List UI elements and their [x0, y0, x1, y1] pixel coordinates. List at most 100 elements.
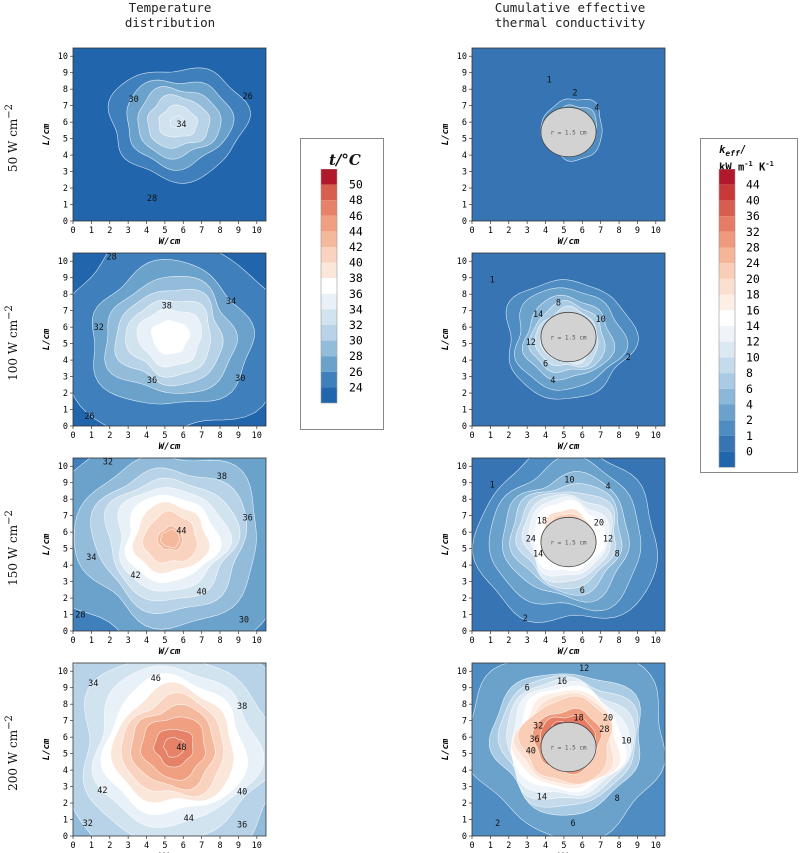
- colorbar-tick-label: 20: [746, 272, 760, 286]
- x-tick-label: 5: [561, 226, 566, 236]
- plot-frame: [471, 252, 666, 427]
- x-tick-label: 7: [598, 431, 603, 441]
- y-tick-label: 3: [462, 373, 467, 383]
- x-tick-label: 3: [126, 226, 131, 236]
- colorbar-swatch: [719, 326, 735, 342]
- y-tick-label: 9: [462, 479, 467, 489]
- colorbar-swatch: [321, 309, 337, 325]
- x-tick-label: 2: [506, 636, 511, 646]
- contour-label: 2: [523, 614, 528, 624]
- contour-label: 12: [603, 535, 613, 545]
- x-tick-label: 2: [107, 636, 112, 646]
- colorbar-swatch: [719, 404, 735, 421]
- hole-radius-label: r = 1.5 cm: [550, 335, 587, 342]
- x-axis-label: W/cm: [558, 237, 580, 247]
- y-tick-label: 3: [63, 783, 68, 793]
- x-tick-label: 1: [488, 226, 493, 236]
- y-tick-label: 9: [462, 69, 467, 79]
- contour-label: 32: [533, 722, 543, 732]
- x-tick-label: 10: [252, 841, 262, 851]
- y-tick-label: 5: [63, 340, 68, 350]
- plot-frame: [72, 662, 267, 837]
- y-tick-label: 3: [462, 578, 467, 588]
- contour-label: 18: [537, 517, 547, 527]
- contour-label: 2: [626, 353, 631, 363]
- x-axis-label: W/cm: [558, 442, 580, 452]
- colorbar-swatch: [321, 340, 337, 357]
- contour-label: 36: [147, 376, 157, 386]
- y-tick-label: 9: [63, 274, 68, 284]
- x-tick-label: 10: [651, 431, 661, 441]
- x-tick-label: 0: [469, 636, 474, 646]
- contour-label: 6: [543, 359, 548, 369]
- y-tick-label: 4: [63, 561, 68, 571]
- y-tick-label: 0: [63, 422, 68, 432]
- heat-source-hole: [540, 516, 597, 568]
- y-tick-label: 0: [462, 422, 467, 432]
- temperature-heatmap-panel: 012345678910012345678910W/cmL/cm46343848…: [42, 662, 267, 853]
- y-axis-label: L/cm: [42, 328, 52, 350]
- contour-label: 36: [242, 513, 252, 523]
- y-tick-label: 5: [63, 750, 68, 760]
- y-tick-label: 9: [63, 684, 68, 694]
- x-axis-label: W/cm: [558, 647, 580, 657]
- colorbar-swatch: [321, 293, 337, 310]
- contour-label: 28: [599, 725, 609, 735]
- colorbar-tick-label: 46: [349, 209, 363, 223]
- y-tick-label: 0: [63, 832, 68, 842]
- x-tick-label: 1: [89, 226, 94, 236]
- contour-label: 1: [490, 275, 495, 285]
- colorbar-frame: [718, 169, 736, 468]
- x-tick-label: 7: [199, 636, 204, 646]
- x-tick-label: 4: [144, 636, 149, 646]
- y-tick-label: 7: [462, 512, 467, 522]
- y-tick-label: 10: [58, 257, 68, 267]
- colorbar-swatch: [719, 216, 735, 232]
- contour-label: 46: [151, 674, 161, 684]
- contour-label: 6: [525, 684, 530, 694]
- heat-source-hole: [540, 721, 597, 773]
- y-tick-label: 9: [63, 479, 68, 489]
- y-tick-label: 6: [462, 118, 467, 128]
- x-tick-label: 3: [525, 226, 530, 236]
- contour-label: 14: [537, 792, 547, 802]
- contour-label: 10: [596, 315, 606, 325]
- colorbar-swatch: [719, 357, 735, 374]
- y-tick-label: 8: [63, 495, 68, 505]
- contour-label: 6: [580, 586, 585, 596]
- x-tick-label: 2: [506, 431, 511, 441]
- x-tick-label: 1: [488, 841, 493, 851]
- x-tick-label: 2: [107, 841, 112, 851]
- y-tick-label: 5: [462, 750, 467, 760]
- y-tick-label: 0: [462, 627, 467, 637]
- y-tick-label: 1: [63, 201, 68, 211]
- y-tick-label: 3: [462, 783, 467, 793]
- contour-label: 36: [529, 735, 539, 745]
- contour-label: 28: [106, 252, 116, 262]
- contour-label: 8: [556, 298, 561, 308]
- y-axis-label: L/cm: [441, 123, 451, 145]
- y-tick-label: 9: [462, 684, 467, 694]
- y-tick-label: 4: [462, 151, 467, 161]
- y-tick-label: 0: [462, 832, 467, 842]
- hole-radius-label: r = 1.5 cm: [550, 745, 587, 752]
- y-tick-label: 8: [63, 85, 68, 95]
- colorbar-tick-label: 0: [746, 445, 753, 459]
- y-axis-label: L/cm: [441, 738, 451, 760]
- colorbar-tick-label: 44: [746, 178, 760, 192]
- y-tick-label: 4: [63, 151, 68, 161]
- x-tick-label: 6: [181, 636, 186, 646]
- contour-label: 28: [147, 194, 157, 204]
- y-tick-label: 3: [63, 373, 68, 383]
- contour-label: 8: [615, 794, 620, 804]
- x-tick-label: 3: [525, 636, 530, 646]
- x-tick-label: 7: [199, 841, 204, 851]
- colorbar-swatch: [719, 294, 735, 311]
- y-tick-label: 9: [63, 69, 68, 79]
- colorbar-swatch: [321, 356, 337, 372]
- y-tick-label: 0: [462, 217, 467, 227]
- y-tick-label: 8: [462, 495, 467, 505]
- x-tick-label: 5: [561, 636, 566, 646]
- y-tick-label: 7: [462, 717, 467, 727]
